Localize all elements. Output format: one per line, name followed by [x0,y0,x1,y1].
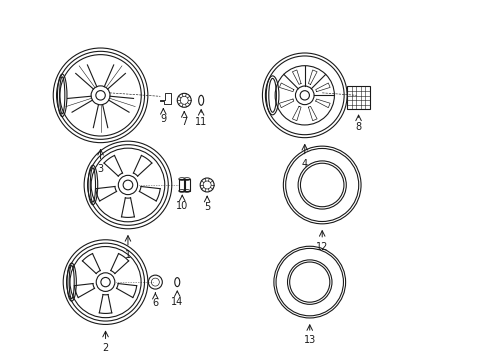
Text: 10: 10 [176,201,188,211]
Text: 3: 3 [98,163,103,174]
Text: 7: 7 [181,117,187,127]
Text: 1: 1 [125,250,131,260]
Bar [184,179,190,191]
Text: 13: 13 [304,335,316,345]
Text: 9: 9 [160,114,167,124]
Text: 2: 2 [102,343,109,354]
Bar [347,86,370,109]
Text: 5: 5 [204,202,210,212]
Text: 8: 8 [356,122,362,132]
Text: 12: 12 [316,242,328,252]
Text: 4: 4 [302,159,308,168]
Bar [179,179,185,191]
Text: 14: 14 [171,297,183,307]
Text: 11: 11 [195,117,207,127]
Text: 6: 6 [152,298,158,308]
